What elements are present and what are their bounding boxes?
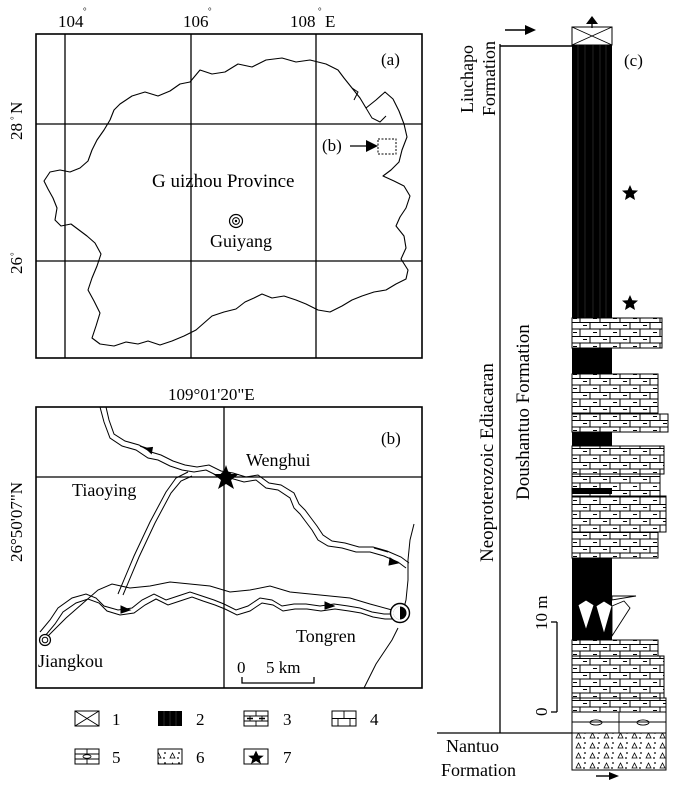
carbonate-bed-4 bbox=[571, 445, 665, 475]
top-unit-line1: Liuchapo bbox=[457, 45, 477, 113]
thickness-scale: 10 m 0 bbox=[532, 596, 558, 717]
base-unit-line1: Nantuo bbox=[446, 736, 499, 756]
map-a-frame bbox=[35, 33, 423, 359]
degree-28: ° bbox=[9, 116, 19, 120]
flow-arrow-north-2 bbox=[388, 557, 400, 566]
place-tiaoying: Tiaoying bbox=[72, 480, 136, 500]
legend-label-1: 1 bbox=[112, 710, 121, 729]
guizhou-boundary bbox=[43, 57, 411, 347]
lon-tick-106: 106 bbox=[183, 12, 209, 31]
boundary-detail bbox=[351, 87, 387, 123]
legend-item-6: 6 bbox=[157, 748, 205, 767]
carbonate-bed-8 bbox=[571, 639, 659, 657]
lon-tick-108: 108 bbox=[290, 12, 316, 31]
scale-length: 5 km bbox=[266, 658, 300, 677]
sample-star-upper bbox=[622, 185, 638, 200]
legend-item-5: 5 bbox=[74, 748, 121, 767]
base-unit-line2: Formation bbox=[441, 760, 516, 780]
legend-label-2: 2 bbox=[196, 710, 205, 729]
flow-arrow-south-2 bbox=[324, 601, 336, 610]
main-unit-label: Doushantuo Formation bbox=[513, 324, 534, 500]
era-label: Neoproterozoic Ediacaran bbox=[477, 363, 498, 562]
section-up-arrow bbox=[586, 16, 598, 24]
carbonate-bed-9 bbox=[571, 655, 665, 699]
carbonate-bed-2 bbox=[571, 373, 659, 415]
top-unit-line2: Formation bbox=[479, 41, 499, 116]
carbonate-bed-10 bbox=[571, 697, 667, 713]
flow-arrow-north-1 bbox=[144, 446, 154, 455]
legend-label-5: 5 bbox=[112, 748, 121, 767]
top-unit-arrowhead bbox=[525, 25, 536, 35]
inset-ref-label: (b) bbox=[322, 136, 342, 155]
jiangkou-symbol bbox=[38, 633, 52, 647]
place-wenghui: Wenghui bbox=[246, 450, 311, 470]
scale-bar: 0 5 km bbox=[237, 658, 315, 684]
black-shale-upper bbox=[572, 45, 612, 318]
shale-bed-2 bbox=[572, 432, 612, 446]
lat-suffix: N bbox=[7, 102, 26, 114]
map-a: 104 ° 106 ° 108 ° E 28 ° N 26 ° (b) (a) … bbox=[7, 6, 423, 359]
river-north bbox=[99, 406, 410, 569]
degree-108: ° bbox=[318, 6, 322, 16]
map-a-label: (a) bbox=[381, 50, 400, 69]
roads bbox=[47, 471, 415, 689]
map-b-frame bbox=[35, 406, 423, 689]
carbonate-bed-6 bbox=[571, 495, 667, 533]
lon-tick-104: 104 bbox=[58, 12, 84, 31]
scale-10m: 10 m bbox=[532, 596, 551, 630]
province-name: G uizhou Province bbox=[152, 171, 294, 192]
legend-label-6: 6 bbox=[196, 748, 205, 767]
degree-104: ° bbox=[83, 6, 87, 16]
legend-item-4: 4 bbox=[331, 710, 379, 729]
base-arrowhead bbox=[609, 772, 619, 780]
shale-bed-1 bbox=[572, 348, 612, 374]
carbonate-bed-7 bbox=[571, 531, 659, 559]
strat-column: Liuchapo Formation Neoproterozoic Ediaca… bbox=[437, 16, 669, 780]
legend-label-3: 3 bbox=[283, 710, 292, 729]
legend: 1 2 3 4 5 6 7 bbox=[74, 710, 379, 767]
study-area-box bbox=[377, 138, 397, 155]
column-label: (c) bbox=[624, 51, 643, 70]
carbonate-bed-3 bbox=[571, 413, 669, 433]
lat-tick-28: 28 bbox=[7, 123, 26, 140]
scale-zero: 0 bbox=[237, 658, 246, 677]
carbonate-bed-1 bbox=[571, 317, 663, 349]
map-b-label: (b) bbox=[381, 429, 401, 448]
lat-tick-26: 26 bbox=[7, 257, 26, 274]
legend-label-7: 7 bbox=[283, 748, 292, 767]
capital-name: Guiyang bbox=[210, 231, 272, 251]
tongren-symbol bbox=[389, 602, 411, 624]
degree-26: ° bbox=[9, 252, 19, 256]
place-tongren: Tongren bbox=[296, 626, 356, 646]
river-south bbox=[39, 591, 394, 637]
lenticular-beds bbox=[577, 595, 637, 638]
place-jiangkou: Jiangkou bbox=[38, 651, 103, 671]
scale-0m: 0 bbox=[532, 708, 551, 717]
wenghui-symbol bbox=[213, 465, 239, 489]
sample-star-lower bbox=[622, 295, 638, 310]
degree-106: ° bbox=[208, 6, 212, 16]
map-b: 109°01'20"E 26°50'07"N (b) bbox=[7, 385, 423, 689]
flow-arrow-south-1 bbox=[120, 605, 132, 614]
capital-symbol bbox=[228, 213, 244, 229]
legend-item-1: 1 bbox=[74, 710, 121, 729]
legend-item-2: 2 bbox=[158, 710, 205, 729]
nantuo-bed bbox=[571, 732, 667, 771]
legend-item-3: 3 bbox=[243, 710, 292, 729]
legend-item-7: 7 bbox=[243, 748, 292, 767]
shale-bed-3 bbox=[572, 488, 612, 494]
legend-label-4: 4 bbox=[370, 710, 379, 729]
lon-suffix: E bbox=[325, 12, 335, 31]
map-b-lon-label: 109°01'20"E bbox=[168, 385, 255, 404]
study-area-arrowhead bbox=[366, 140, 378, 152]
map-b-lat-label: 26°50'07"N bbox=[7, 482, 26, 562]
